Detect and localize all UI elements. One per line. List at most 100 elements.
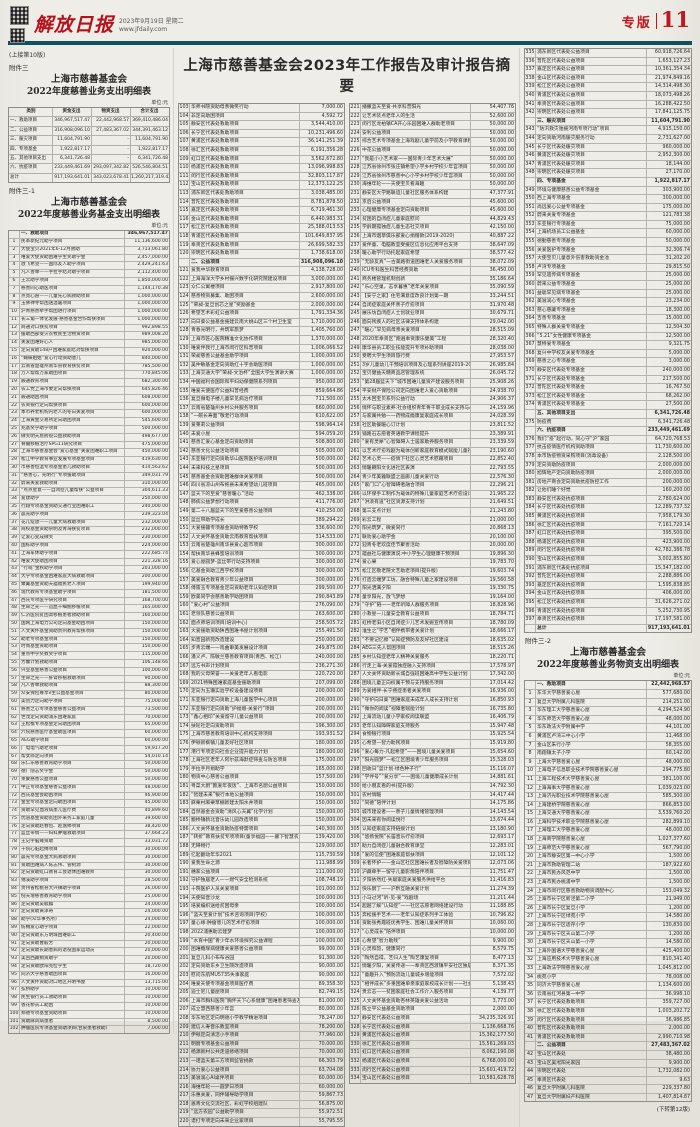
section-row: 一、救助项目 346,967,517.47 — [9, 231, 169, 238]
fund-expense-table-col4: 335 浦东新区代表处公益项目 60,918,726.64 336 普陀区代表处公益项目… — [524, 48, 692, 634]
table-row: 350 西上海专项基金 300,000.00 — [525, 194, 691, 203]
table-row: 220 谱打专项定向未来企业家项目 55,795.55 — [179, 1117, 344, 1126]
table-row: 13 援助西部受灾农牧民生活物资项目 989,008.20 — [9, 331, 169, 340]
table-row: 267 “洪浪有道”社区资源支持计划 21,649.51 — [350, 498, 515, 507]
table-row: 298 回收日“蓝计划·绿色种子行” 15,116.07 — [350, 764, 515, 774]
table-row: 33 上海政法学院慈善爱心屋 1,045,812.00 — [525, 963, 691, 973]
table-row: 34 桃苑小学 78,008.00 — [525, 972, 691, 982]
table-row: 35 同济大学慈善爱心屋 1,134,600.00 — [525, 981, 691, 990]
table-row: 95 同济大学慈善助困项目 16,000.00 — [9, 970, 169, 979]
table-row: 188 无碍畅行 129,000.00 — [179, 842, 344, 851]
table-row: 387 虹口区代表处抗疫项目 395,500.00 — [525, 529, 691, 538]
table-row: 178 上海社区老年人阿尔兹海默症筛查与防治项目 175,000.00 — [179, 756, 344, 765]
column-1: (上接第10版) 附件三 上海市慈善基金会 2022年度慈善业务支出明细表 单位… — [8, 48, 174, 1035]
table-row: 106 长宁区代表处救助项目 10,231,496.60 — [179, 128, 344, 138]
summary-row: 三、赈灾项目 11,604,791.90-11,604,791.90 — [9, 135, 169, 145]
table-row: 82 定向资助虹口教育工会退休困难教师 30,000.00 — [9, 869, 169, 878]
table-row: 39 闵行区代表处救助项目 36,986.85 — [525, 1015, 691, 1025]
table-row: 149 第二十八届蓝天下的至爱慈善公益项目 410,250.00 — [179, 506, 344, 516]
table-row: 129 上海市匠心医院精准文化协作项目 1,370,000.00 — [179, 335, 344, 344]
table-row: 56 兴业基金慈善公益项目 100,000.00 — [9, 666, 169, 675]
table-row: 43 “行萌”金秋助学项目 203,000.00 — [9, 565, 169, 574]
table-row: 288 困境儿童正向权属干预与支持服务项目 17,014.42 — [350, 678, 515, 688]
table-row: 175 上海市慈善教育培训中心机构支持项目 193,931.52 — [179, 730, 344, 739]
table-row: 27 上海市长宁区绿苑小学 14,580.00 — [525, 912, 691, 921]
page-corner: 专版 11 — [622, 6, 690, 31]
table-row: 285 乡村认知症老年人精神关爱服务 18,220.71 — [350, 653, 515, 662]
table-row: 348 崇明区代表处赈灾项目 27,170.00 — [525, 168, 691, 177]
table-row: 342 崇明区代表处公益项目 17,841,125.75 — [525, 108, 691, 117]
table-row: 11 长三角一体化发展·慈善基金合作帮扶项目 1,000,000.00 — [9, 315, 169, 324]
table-row: 60 美创力定向助学项目 75,000.00 — [9, 697, 169, 706]
table-row: 72 西氏基金会助困项目 46,900.00 — [9, 791, 169, 800]
unit-note-2: 单位:元 — [151, 223, 168, 230]
table-row: 395 松江区代表处抗疫项目 31,626,271.02 — [525, 598, 691, 607]
table-row: 282 淮生之“学艺”相伴携带者关爱计划 18,666.17 — [350, 627, 515, 636]
table-row: 351 尚远爱心公益专项基金 175,000.00 — [525, 202, 691, 212]
table-row: 318 心希望“智力助残” 9,900.00 — [350, 936, 515, 946]
table-row: 319 心灵和韵，健康同行 8,579.75 — [350, 945, 515, 954]
table-row: 101 资助麻风病患者 8,500.00 — [9, 1017, 169, 1026]
table-row: 70 莱蒙慈善公益项目 50,000.00 — [9, 775, 169, 784]
table-row: 245 展乐坊自闭症人士创就业项目 30,679.71 — [350, 309, 515, 318]
table-row: 337 嘉定区代表处公益项目 10,361,354.34 — [525, 65, 691, 74]
table-row: 347 青浦区代表处赈灾项目 18,144.00 — [525, 159, 691, 169]
table-row: 191 穗家公益项目 111,000.00 — [179, 867, 344, 877]
table-row: 211 明厨专项基金公益项目 70,000.00 — [179, 1039, 344, 1049]
table-row: 263 情暖朝阳文化进社区表演 22,793.55 — [350, 463, 515, 473]
table-row: 193 十院医护人员关爱项目 101,000.00 — [179, 885, 344, 894]
table-row: 147 蓝天下的至爱“慈善暖心”活动 462,338.00 — [179, 489, 344, 499]
table-row: 8 点亮心愿——儿童先心病救助项目 1,000,000.00 — [9, 292, 169, 301]
table-row: 66 广电电气助老项目 59,917.20 — [9, 744, 169, 753]
table-row: 274 爱心果 19,783.70 — [350, 558, 515, 568]
table-row: 158 傅雷玉专项基金定向资助老年认知症项目 299,500.00 — [179, 584, 344, 593]
table-row: 78 王记宇脑瘫资助 33,031.72 — [9, 838, 169, 847]
table-row: 142 慈善文化公益活动项目 505,000.00 — [179, 446, 344, 456]
table-row: 80 晨光专项基金大病救助项目 30,000.00 — [9, 853, 169, 862]
table-row: 305 认知症家庭支持链接计划 13,180.90 — [350, 824, 515, 834]
table-row: 325 人文关怀基金资助杏林英雄关爱公益活动 3,773.00 — [350, 996, 515, 1006]
table-row: 197 童心缘:肿瘤患儿的艺术疗愈项目 100,000.00 — [179, 919, 344, 928]
table-row: 200 困难糖尿病健康关爱慈善公益项目 99,000.00 — [179, 945, 344, 954]
table-row: 139 爱莱莉公益项目 598,964.14 — [179, 420, 344, 430]
table-row: 97 弘桥助学 10,000.00 — [9, 986, 169, 995]
table-row: 47 复旦大学附属妇产科医院 1,407,814.87 — [525, 1092, 691, 1102]
table-row: 343 “防汛救灾驰援河南专项行动”项目 4,915,150.00 — [525, 125, 691, 134]
table-row: 121 爱我中华教育项目 4,138,728.00 — [179, 266, 344, 275]
table-row: 45 乘翼基金资助天蕴福民老人项目 199,940.00 — [9, 580, 169, 589]
table-row: 323“相伴成长”多重困难单亲家庭家校成长计划——社会救助对象社会工作介入项目5… — [350, 979, 515, 989]
table-row: 227 “我是小小艺术家——国际青少年艺术大展” 50,000.00 — [350, 154, 515, 164]
table-row: 353 东亚银行专项基金 75,000.00 — [525, 219, 691, 229]
table-row: 241 商务楼管理机制创新 35,186.64 — [350, 274, 515, 284]
table-row: 67 帮女郎定向项目 54,010.14 — [9, 752, 169, 761]
table-row: 39 让爱心变成微笑 230,000.00 — [9, 534, 169, 542]
table-row: 42 宝山区代表处 38,480.00 — [525, 1049, 691, 1059]
table-row: 24 上海市闵行区慈善救助物资调配中心 153,049.32 — [525, 886, 691, 896]
table-row: 261以艺术疗愈戏剧为载体创新家庭教育模式赋能儿童社会融合提升23,190.60 — [350, 446, 515, 456]
table-row: 28 上海市慈善基金会“爱心基金”关爱困难职工项目 450,000.00 — [9, 448, 169, 457]
table-row: 310 沪藏牵手—留守儿童影像陪伴项目 11,751.47 — [350, 867, 515, 877]
table-row: 322 “童趣升入”预防流动儿童城乡增能项目 7,572.02 — [350, 970, 515, 980]
table-row: 16 “蝴蝶姐姐”爱心行动资助患儿 840,000.00 — [9, 354, 169, 363]
table-row: 339 松江区代表处公益项目 14,314,498.30 — [525, 82, 691, 91]
table-row: 161 老领队慈善公益项目 263,600.00 — [179, 610, 344, 619]
table-row: 370 静安区代表处专项基金 240,000.00 — [525, 365, 691, 375]
table-row: 40 普陀区代表处救助项目 2,000.00 — [525, 1024, 691, 1033]
table-row: 10 上海电子信息职业技术学院慈善爱心屋 294,775.80 — [525, 766, 691, 775]
table-row: 4 放飞希望——国际友人助学项目 2,429,241.63 — [9, 261, 169, 270]
table-row: 246 面向残疾人的社区法律支持体系构建 29,042.00 — [350, 317, 515, 327]
attachment-label-3: 附件三 — [9, 64, 29, 72]
table-row: 185 颛桥镇鹤北音乐幼儿园改造项目 150,000.00 — [179, 816, 344, 825]
table-row: 170 定向为玉珊实验学校设备建设项目 200,000.00 — [179, 687, 344, 696]
table-row: 352 蔚来关爱专项基金 121,783.38 — [525, 211, 691, 220]
table-row: 234 贫困的自闭症儿童家庭慰问 44,829.43 — [350, 214, 515, 224]
fund-expense-table-col3: 221 播撒蓝天至爱·共享科普阳光 54,407.76 222 让艺术装点老年人的生活 5… — [349, 103, 516, 1084]
unit-note: 单位:元 — [151, 100, 168, 106]
table-row: 124 慈善物资募集、助困项目 2,600,000.00 — [179, 292, 344, 301]
table-row: 224 安利公益项目 50,000.00 — [350, 128, 515, 138]
table-row: 281 虹桥老旧小区自闭症少儿艺术发掘宣传项目 18,780.09 — [350, 618, 515, 628]
table-row: 19 上海师范大学慈善爱心屋 567,790.00 — [525, 843, 691, 853]
table-row: 187“转折”教育扶贫专项项目(童享福园——廊下智慧农业教育项目)139,420… — [179, 833, 344, 843]
table-row: 269 彩云工程 21,000.00 — [350, 515, 515, 525]
table-row: 169 2021特殊困难家庭基金援助项目 207,099.00 — [179, 678, 344, 688]
